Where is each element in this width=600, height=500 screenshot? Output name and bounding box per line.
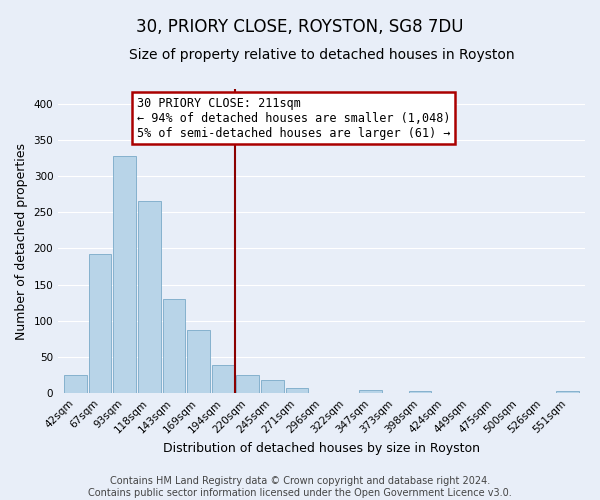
Bar [64,375,87,394]
Bar [113,156,136,394]
Bar [138,200,161,394]
Bar [236,375,259,394]
Bar [261,380,284,394]
Bar [89,254,112,394]
Text: 30 PRIORY CLOSE: 211sqm
← 94% of detached houses are smaller (1,048)
5% of semi-: 30 PRIORY CLOSE: 211sqm ← 94% of detache… [137,96,451,140]
Bar [163,299,185,394]
Bar [409,391,431,394]
Text: Contains HM Land Registry data © Crown copyright and database right 2024.
Contai: Contains HM Land Registry data © Crown c… [88,476,512,498]
Bar [359,390,382,394]
Text: 30, PRIORY CLOSE, ROYSTON, SG8 7DU: 30, PRIORY CLOSE, ROYSTON, SG8 7DU [136,18,464,36]
Title: Size of property relative to detached houses in Royston: Size of property relative to detached ho… [129,48,514,62]
Bar [286,388,308,394]
Bar [556,391,579,394]
X-axis label: Distribution of detached houses by size in Royston: Distribution of detached houses by size … [163,442,480,455]
Y-axis label: Number of detached properties: Number of detached properties [15,142,28,340]
Bar [212,365,235,394]
Bar [187,330,210,394]
